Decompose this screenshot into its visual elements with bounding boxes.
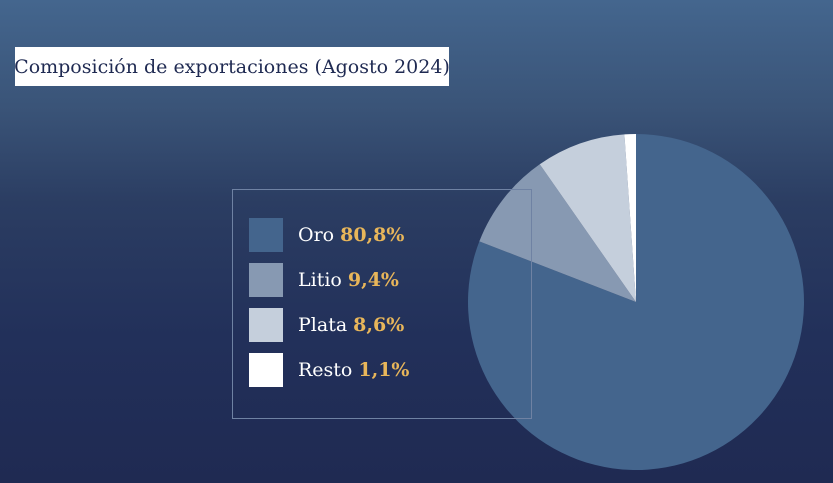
legend-label-litio: Litio 9,4% bbox=[298, 269, 399, 291]
legend-item-oro: Oro 80,8% bbox=[249, 218, 404, 252]
legend-item-plata: Plata 8,6% bbox=[249, 308, 404, 342]
chart-title: Composición de exportaciones (Agosto 202… bbox=[14, 47, 450, 86]
legend-swatch-plata bbox=[249, 308, 283, 342]
legend-swatch-litio bbox=[249, 263, 283, 297]
legend-value-resto: 1,1% bbox=[358, 359, 410, 381]
legend-value-oro: 80,8% bbox=[340, 224, 405, 246]
pie-slice-oro bbox=[468, 134, 805, 471]
pie-slice-litio bbox=[479, 164, 636, 302]
legend: Oro 80,8% Litio 9,4% Plata 8,6% Resto 1,1% bbox=[232, 189, 532, 419]
legend-label-plata: Plata 8,6% bbox=[298, 314, 405, 336]
pie-slice-resto bbox=[624, 134, 636, 302]
legend-label-oro: Oro 80,8% bbox=[298, 224, 405, 246]
legend-swatch-oro bbox=[249, 218, 283, 252]
legend-value-plata: 8,6% bbox=[353, 314, 405, 336]
legend-item-resto: Resto 1,1% bbox=[249, 353, 409, 387]
legend-value-litio: 9,4% bbox=[347, 269, 399, 291]
pie-slice-plata bbox=[539, 134, 636, 302]
legend-label-resto: Resto 1,1% bbox=[298, 359, 410, 381]
legend-swatch-resto bbox=[249, 353, 283, 387]
legend-item-litio: Litio 9,4% bbox=[249, 263, 399, 297]
